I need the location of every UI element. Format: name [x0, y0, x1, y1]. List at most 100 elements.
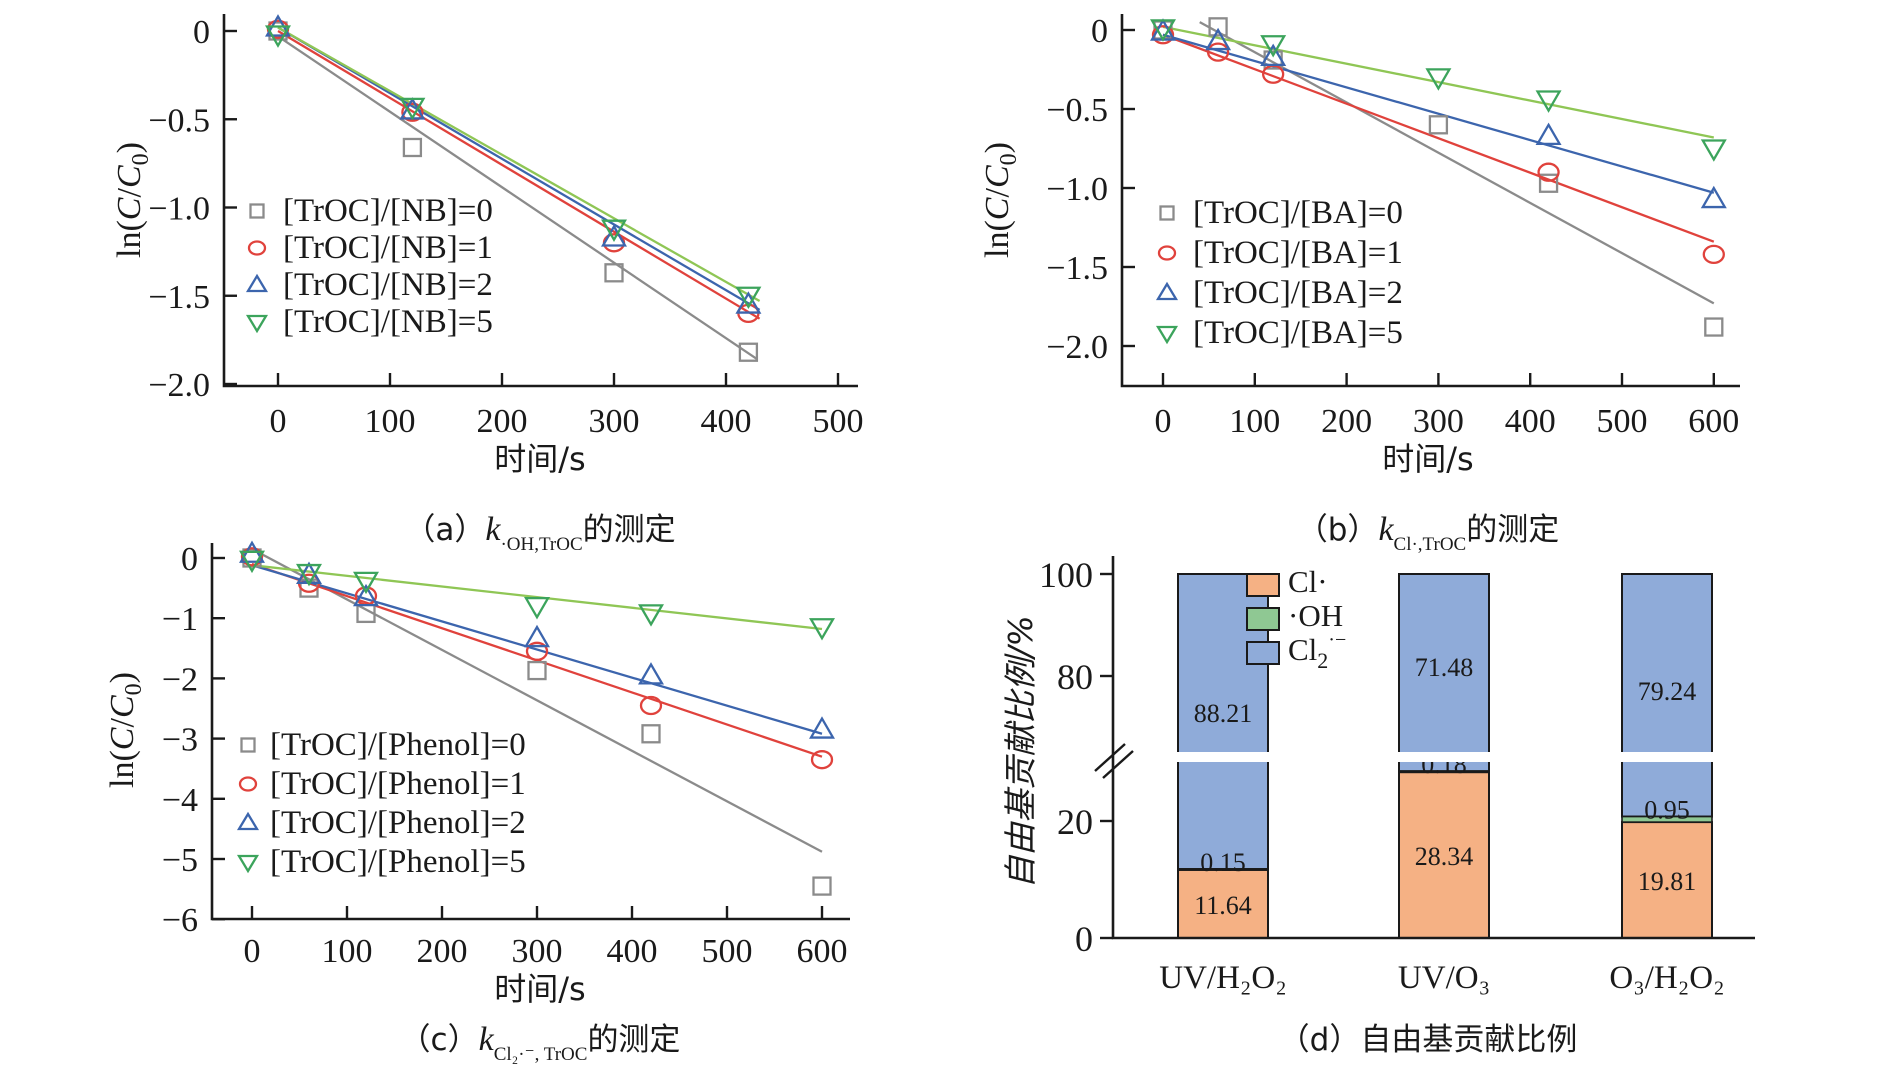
marker-triangle-down	[1150, 19, 1176, 42]
legend-label: Cl2·−	[1288, 629, 1346, 673]
segment-cl2	[1398, 573, 1490, 773]
y-axis-title: ln(C/C0)	[979, 142, 1022, 258]
series-[TrOC]/[NB]=5	[265, 25, 762, 310]
marker-triangle-down	[735, 286, 762, 310]
x-tick-label: 0	[270, 403, 287, 440]
marker-circle	[1702, 244, 1725, 265]
marker-square	[738, 342, 759, 362]
marker-circle	[1206, 42, 1230, 62]
marker-triangle-down	[1700, 139, 1727, 162]
y-tick-label: 100	[1039, 555, 1093, 595]
marker-circle	[639, 695, 663, 716]
marker-square	[1208, 17, 1228, 37]
category-label: UV/H₂O₂	[1159, 960, 1287, 996]
x-axis-title: 时间/s	[1382, 440, 1473, 478]
marker-circle	[810, 750, 834, 770]
legend-label: [TrOC]/[Phenol]=5	[270, 844, 526, 880]
value-label-cl2: 88.21	[1194, 699, 1253, 728]
marker-square	[1428, 115, 1449, 135]
fit-line	[277, 26, 761, 303]
x-tick-label: 0	[1155, 403, 1172, 440]
panel-b: 0 −0.5 −1.0 −1.5 −2.0 0 100 200 300 400 500 600 [TrO…	[979, 13, 1740, 555]
x-tick-label: 300	[512, 933, 563, 970]
y-tick-label: −2	[162, 661, 198, 698]
axis-break-band	[1168, 752, 1740, 762]
fit-line	[277, 30, 761, 320]
marker-square	[1704, 317, 1724, 337]
y-tick-label: 0	[181, 541, 198, 578]
value-label-cl: 11.64	[1194, 891, 1252, 920]
marker-triangle-up	[601, 224, 627, 247]
legend-label: [TrOC]/[BA]=1	[1193, 235, 1403, 271]
marker-triangle-down	[1260, 35, 1287, 58]
y-tick-label: 80	[1057, 657, 1093, 697]
marker-square	[249, 203, 265, 219]
legend-label: [TrOC]/[NB]=5	[283, 304, 493, 340]
y-tick-label: −5	[162, 842, 198, 879]
marker-circle	[1151, 25, 1175, 45]
x-tick-label: 400	[701, 403, 752, 440]
x-tick-label: 500	[813, 403, 864, 440]
legend-label: [TrOC]/[NB]=2	[283, 267, 493, 303]
marker-square	[240, 737, 256, 753]
marker-triangle-down	[809, 618, 835, 641]
marker-circle	[401, 102, 424, 122]
marker-triangle-down	[265, 25, 291, 48]
marker-triangle-down	[1535, 90, 1562, 113]
marker-triangle-up	[236, 811, 260, 831]
axes	[222, 14, 858, 388]
bar-O₃/H₂O₂: 19.81 0.95 79.24 O₃/H₂O₂	[1609, 573, 1725, 996]
x-tick-label: 200	[477, 403, 528, 440]
segment-cl	[1177, 868, 1269, 940]
y-tick-label: −1.5	[1046, 250, 1108, 287]
legend-swatch	[1246, 641, 1280, 665]
fit-line	[1162, 33, 1715, 194]
marker-square	[604, 263, 624, 283]
segment-oh	[1621, 815, 1713, 823]
caption-c: （c）kCl₂·⁻, TrOC的测定	[400, 1021, 681, 1065]
series-[TrOC]/[BA]=5	[1150, 19, 1727, 162]
x-tick-label: 200	[1321, 403, 1372, 440]
x-axis-title: 时间/s	[494, 440, 585, 478]
segment-cl	[1621, 821, 1713, 940]
panel-c: 0 −1 −2 −3 −4 −5 −6 0 100 200 300 400 500 600 [TrOC]/[…	[104, 540, 850, 1065]
x-tick-label: 100	[322, 933, 373, 970]
marker-triangle-up	[353, 583, 379, 607]
x-tick-label: 400	[607, 933, 658, 970]
marker-triangle-up	[524, 624, 550, 648]
y-tick-label: −2.0	[1046, 329, 1108, 366]
fit-line	[277, 35, 759, 361]
marker-triangle-down	[236, 854, 260, 874]
y-tick-label: −1	[162, 601, 198, 638]
marker-square	[812, 876, 832, 896]
value-label-cl: 28.34	[1415, 842, 1474, 871]
legend: [TrOC]/[Phenol]=0[TrOC]/[Phenol]=1[TrOC]…	[236, 727, 526, 880]
marker-triangle-up	[1155, 281, 1179, 301]
x-tick-label: 500	[702, 933, 753, 970]
marker-square	[641, 724, 661, 744]
marker-square	[402, 137, 423, 158]
panel-a: 0 −0.5 −1.0 −1.5 −2.0 0 100 200 300 400 500 [TrOC]/…	[111, 14, 864, 555]
segment-oh	[1398, 770, 1490, 774]
legend-swatch	[1246, 607, 1280, 631]
marker-square	[527, 660, 547, 681]
value-label-cl2: 71.48	[1415, 653, 1474, 682]
fit-line	[1162, 33, 1715, 243]
axis-break-slash	[1094, 743, 1126, 772]
y-tick-label: −2.0	[148, 367, 210, 404]
marker-triangle-up	[1700, 185, 1727, 209]
y-tick-label: −4	[162, 782, 198, 819]
x-tick-label: 100	[365, 403, 416, 440]
marker-triangle-down	[601, 219, 627, 242]
value-label-cl: 19.81	[1638, 867, 1697, 896]
legend-label: ·OH	[1288, 598, 1343, 633]
marker-triangle-down	[239, 550, 265, 574]
marker-triangle-down	[638, 604, 664, 627]
marker-square	[1538, 173, 1559, 193]
caption-a: （a）k·OH,TrOC的测定	[404, 511, 675, 555]
legend: [TrOC]/[NB]=0[TrOC]/[NB]=1[TrOC]/[NB]=2[…	[245, 193, 493, 340]
y-tick-label: 0	[193, 14, 210, 51]
